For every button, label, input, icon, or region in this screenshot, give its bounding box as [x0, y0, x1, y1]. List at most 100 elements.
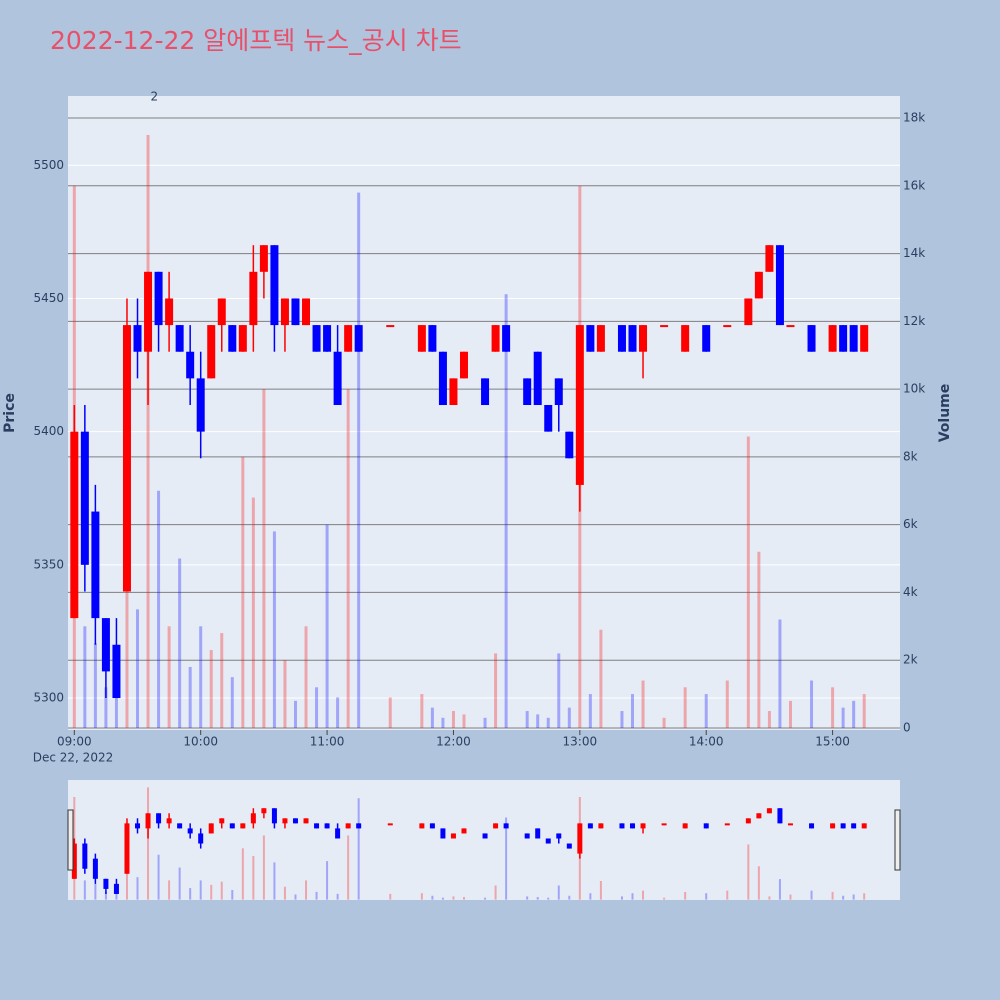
- volume-bar: [167, 626, 171, 728]
- volume-bar: [588, 694, 592, 728]
- candle-body: [302, 298, 311, 326]
- slider-volume-bar: [189, 888, 192, 900]
- slider-candle-body: [619, 823, 625, 829]
- candle-body: [217, 298, 226, 326]
- slider-volume-bar: [125, 867, 128, 900]
- candle-body: [186, 351, 195, 379]
- slider-volume-bar: [315, 891, 318, 900]
- slider-candle-body: [145, 813, 151, 829]
- slider-volume-bar: [168, 880, 171, 900]
- slider-candle-body: [482, 833, 488, 839]
- volume-bar: [725, 680, 729, 728]
- slider-candle-body: [271, 808, 277, 824]
- slider-volume-bar: [642, 890, 645, 900]
- slider-candle-body: [503, 823, 509, 829]
- slider-handle[interactable]: [894, 809, 901, 871]
- slider-volume-bar: [810, 890, 813, 900]
- candle-body: [596, 325, 605, 352]
- slider-candle-body: [324, 823, 330, 829]
- volume-bar: [746, 436, 750, 728]
- volume-bar: [346, 389, 350, 728]
- volume-bar: [262, 389, 266, 728]
- range-slider[interactable]: [68, 780, 900, 900]
- volume-bar: [841, 707, 845, 728]
- volume-bar: [136, 609, 140, 728]
- candle-body: [386, 325, 395, 328]
- slider-volume-bar: [273, 862, 276, 900]
- slider-candle-body: [766, 808, 772, 814]
- candle-body: [280, 298, 289, 326]
- slider-volume-bar: [747, 844, 750, 900]
- candle-body: [449, 378, 458, 406]
- slider-candle-body: [71, 843, 77, 879]
- slider-volume-bar: [663, 897, 666, 900]
- slider-candle-body: [840, 823, 846, 829]
- volume-bar: [620, 711, 624, 728]
- slider-candle-body: [345, 823, 351, 829]
- slider-volume-bar: [831, 891, 834, 900]
- slider-volume-bar: [283, 886, 286, 900]
- volume-bar: [831, 687, 835, 728]
- y2-tick-label: 14k: [903, 246, 925, 260]
- candle-body: [702, 325, 711, 352]
- x-tick-label: 13:00: [563, 735, 598, 749]
- y-tick-label: 5500: [33, 158, 64, 172]
- slider-candle-body: [461, 828, 467, 834]
- candle-body: [754, 271, 763, 299]
- slider-candle-body: [556, 833, 562, 839]
- candle-body: [533, 351, 542, 406]
- slider-volume-bar: [526, 896, 529, 900]
- slider-candle-body: [282, 818, 288, 824]
- y-tick-label: 5450: [33, 291, 64, 305]
- slider-volume-bar: [863, 893, 866, 900]
- candle-body: [523, 378, 532, 406]
- slider-volume-bar: [589, 893, 592, 900]
- slider-candle-body: [661, 823, 667, 826]
- slider-volume-bar: [620, 896, 623, 900]
- slider-volume-bar: [115, 889, 118, 900]
- slider-volume-bar: [684, 891, 687, 900]
- volume-bar: [767, 711, 771, 728]
- slider-volume-bar: [842, 895, 845, 900]
- slider-volume-bar: [262, 835, 265, 900]
- slider-candle-body: [493, 823, 499, 829]
- slider-candle-body: [830, 823, 836, 829]
- volume-bar: [83, 626, 87, 728]
- slider-volume-bar: [336, 893, 339, 900]
- volume-bar: [420, 694, 424, 728]
- volume-bar: [93, 643, 97, 728]
- volume-bar: [630, 694, 634, 728]
- slider-candle-body: [135, 823, 141, 829]
- volume-bar: [567, 707, 571, 728]
- candle-body: [828, 325, 837, 352]
- volume-bar: [125, 558, 129, 728]
- slider-candle-body: [535, 828, 541, 839]
- slider-volume-bar: [420, 893, 423, 900]
- slider-candle-body: [219, 818, 225, 824]
- candle-body: [481, 378, 490, 406]
- candle-body: [860, 325, 869, 352]
- slider-volume-bar: [252, 856, 255, 900]
- candle-body: [133, 325, 142, 352]
- candle-body: [807, 325, 816, 352]
- slider-volume-bar: [789, 894, 792, 900]
- slider-candle-body: [640, 823, 646, 829]
- volume-bar: [778, 619, 782, 728]
- candle-body: [249, 271, 258, 326]
- volume-bar: [704, 694, 708, 728]
- slider-volume-bar: [136, 877, 139, 900]
- candle-body: [723, 325, 732, 328]
- y2-tick-label: 2k: [903, 653, 918, 667]
- volume-bar: [241, 456, 245, 728]
- slider-handle[interactable]: [67, 809, 74, 871]
- candle-body: [259, 245, 268, 272]
- volume-bar: [157, 490, 161, 728]
- candle-body: [765, 245, 774, 272]
- slider-volume-bar: [83, 880, 86, 900]
- slider-candle-body: [387, 823, 393, 826]
- volume-bar: [504, 294, 508, 728]
- slider-volume-bar: [220, 881, 223, 900]
- slider-candle-body: [745, 818, 751, 824]
- candle-body: [344, 325, 353, 352]
- slider-volume-bar: [104, 891, 107, 900]
